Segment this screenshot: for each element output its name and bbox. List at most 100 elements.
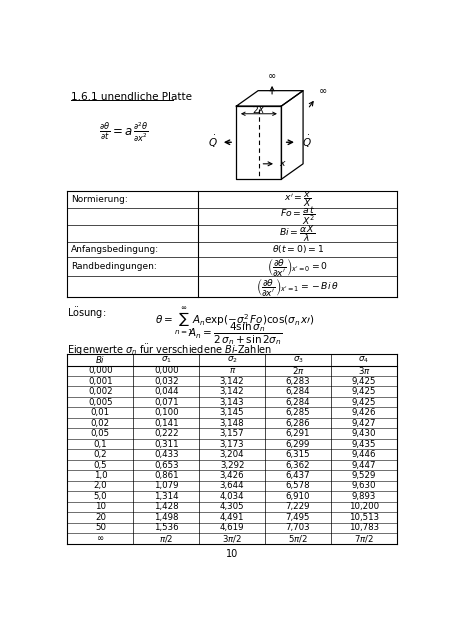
Text: 6,284: 6,284 bbox=[286, 397, 310, 406]
Text: 0,032: 0,032 bbox=[154, 377, 178, 386]
Text: 0,000: 0,000 bbox=[88, 366, 113, 375]
Text: 9,529: 9,529 bbox=[352, 471, 376, 480]
Text: 1,498: 1,498 bbox=[154, 513, 178, 522]
Text: 4,619: 4,619 bbox=[220, 524, 245, 532]
Text: 0,861: 0,861 bbox=[154, 471, 178, 480]
Text: $3\pi$: $3\pi$ bbox=[357, 365, 370, 376]
Text: $5\pi/2$: $5\pi/2$ bbox=[288, 533, 308, 544]
Text: 4,491: 4,491 bbox=[220, 513, 245, 522]
Text: 0,5: 0,5 bbox=[94, 461, 107, 470]
Text: 9,425: 9,425 bbox=[352, 377, 376, 386]
Text: 9,447: 9,447 bbox=[352, 461, 376, 470]
Text: 9,425: 9,425 bbox=[352, 397, 376, 406]
Text: 6,578: 6,578 bbox=[286, 481, 310, 490]
Text: 0,1: 0,1 bbox=[94, 440, 107, 449]
Text: 3,142: 3,142 bbox=[220, 377, 245, 386]
Text: 6,286: 6,286 bbox=[286, 419, 310, 428]
Text: 0,222: 0,222 bbox=[154, 429, 178, 438]
Text: 50: 50 bbox=[95, 524, 106, 532]
Text: 6,437: 6,437 bbox=[286, 471, 310, 480]
Text: 3,145: 3,145 bbox=[220, 408, 245, 417]
Text: 6,315: 6,315 bbox=[286, 450, 310, 459]
Text: 6,284: 6,284 bbox=[286, 387, 310, 396]
Text: 3,157: 3,157 bbox=[220, 429, 245, 438]
Text: Eigenwerte $\sigma_n$ f$\ddot{\rm u}$r verschiedene $Bi$-Zahlen: Eigenwerte $\sigma_n$ f$\ddot{\rm u}$r v… bbox=[67, 343, 273, 358]
Text: 3,142: 3,142 bbox=[220, 387, 245, 396]
Text: 9,426: 9,426 bbox=[352, 408, 376, 417]
Text: 4,034: 4,034 bbox=[220, 492, 245, 501]
Text: $\dot{Q}$: $\dot{Q}$ bbox=[208, 134, 218, 150]
Text: 6,285: 6,285 bbox=[286, 408, 310, 417]
Text: 20: 20 bbox=[95, 513, 106, 522]
Text: 3,292: 3,292 bbox=[220, 461, 245, 470]
Text: 0,433: 0,433 bbox=[154, 450, 178, 459]
Text: 7,495: 7,495 bbox=[286, 513, 310, 522]
Text: 9,435: 9,435 bbox=[352, 440, 376, 449]
Text: 0,02: 0,02 bbox=[91, 419, 110, 428]
Text: $Bi = \dfrac{\alpha\,X}{\lambda}$: $Bi = \dfrac{\alpha\,X}{\lambda}$ bbox=[280, 223, 316, 244]
Text: 1,079: 1,079 bbox=[154, 481, 178, 490]
Text: 6,283: 6,283 bbox=[286, 377, 310, 386]
Text: Anfangsbedingung:: Anfangsbedingung: bbox=[72, 244, 159, 254]
Text: $\frac{\partial\theta}{\partial t} = a\,\frac{\partial^2\theta}{\partial x^2}$: $\frac{\partial\theta}{\partial t} = a\,… bbox=[99, 120, 149, 144]
Text: 0,100: 0,100 bbox=[154, 408, 178, 417]
Text: 10,513: 10,513 bbox=[349, 513, 379, 522]
Text: $\left(\dfrac{\partial\theta}{\partial x'}\right)_{x'=1} = -Bi\,\theta$: $\left(\dfrac{\partial\theta}{\partial x… bbox=[256, 276, 339, 298]
Text: 7,229: 7,229 bbox=[286, 502, 310, 511]
Text: 0,071: 0,071 bbox=[154, 397, 178, 406]
Text: $\pi$: $\pi$ bbox=[228, 366, 236, 375]
Text: L$\ddot{\rm o}$sung:: L$\ddot{\rm o}$sung: bbox=[67, 307, 106, 321]
Text: 0,002: 0,002 bbox=[88, 387, 113, 396]
Text: $Bi$: $Bi$ bbox=[95, 355, 106, 365]
Text: $\sigma_1$: $\sigma_1$ bbox=[161, 355, 172, 365]
Text: $\theta(t = 0) = 1$: $\theta(t = 0) = 1$ bbox=[272, 243, 324, 255]
Text: 0,05: 0,05 bbox=[91, 429, 110, 438]
Text: 1,314: 1,314 bbox=[154, 492, 178, 501]
Text: $\infty$: $\infty$ bbox=[96, 534, 105, 543]
Text: $\infty$: $\infty$ bbox=[318, 85, 327, 95]
Text: 3,426: 3,426 bbox=[220, 471, 245, 480]
Text: $\dot{Q}$: $\dot{Q}$ bbox=[302, 134, 312, 150]
Text: $2X$: $2X$ bbox=[252, 104, 266, 115]
Text: 1,536: 1,536 bbox=[154, 524, 178, 532]
Text: $\left(\dfrac{\partial\theta}{\partial x'}\right)_{x'=0} = 0$: $\left(\dfrac{\partial\theta}{\partial x… bbox=[267, 255, 328, 278]
Text: 9,893: 9,893 bbox=[352, 492, 376, 501]
Text: 9,427: 9,427 bbox=[352, 419, 376, 428]
Text: $x' = \dfrac{x}{X}$: $x' = \dfrac{x}{X}$ bbox=[284, 190, 312, 209]
Text: 3,204: 3,204 bbox=[220, 450, 245, 459]
Text: 0,044: 0,044 bbox=[154, 387, 178, 396]
Text: 0,001: 0,001 bbox=[88, 377, 113, 386]
Text: $A_n = \dfrac{4\sin\sigma_n}{2\,\sigma_n + \sin 2\sigma_n}$: $A_n = \dfrac{4\sin\sigma_n}{2\,\sigma_n… bbox=[188, 320, 282, 347]
Text: 1.6.1 unendliche Platte: 1.6.1 unendliche Platte bbox=[71, 92, 192, 102]
Text: 0,01: 0,01 bbox=[91, 408, 110, 417]
Text: $\sigma_4$: $\sigma_4$ bbox=[358, 355, 369, 365]
Text: $3\pi/2$: $3\pi/2$ bbox=[222, 533, 242, 544]
Text: $2\pi$: $2\pi$ bbox=[292, 365, 304, 376]
Text: 10: 10 bbox=[226, 549, 238, 559]
Text: $\sigma_3$: $\sigma_3$ bbox=[293, 355, 304, 365]
Text: 0,2: 0,2 bbox=[94, 450, 107, 459]
Text: 0,653: 0,653 bbox=[154, 461, 178, 470]
Text: 0,000: 0,000 bbox=[154, 366, 178, 375]
Text: $7\pi/2$: $7\pi/2$ bbox=[354, 533, 374, 544]
Text: 4,305: 4,305 bbox=[220, 502, 245, 511]
Text: 0,141: 0,141 bbox=[154, 419, 178, 428]
Text: 3,143: 3,143 bbox=[220, 397, 245, 406]
Text: 0,005: 0,005 bbox=[88, 397, 113, 406]
Text: $\infty$: $\infty$ bbox=[267, 70, 277, 80]
Text: 7,703: 7,703 bbox=[286, 524, 310, 532]
Text: 10: 10 bbox=[95, 502, 106, 511]
Text: Normierung:: Normierung: bbox=[72, 195, 128, 204]
Text: 3,173: 3,173 bbox=[220, 440, 245, 449]
Text: $\pi/2$: $\pi/2$ bbox=[159, 533, 173, 544]
Text: 3,148: 3,148 bbox=[220, 419, 245, 428]
Text: $Fo = \dfrac{a\,t}{X^2}$: $Fo = \dfrac{a\,t}{X^2}$ bbox=[280, 205, 316, 227]
Text: 5,0: 5,0 bbox=[94, 492, 107, 501]
Text: 3,644: 3,644 bbox=[220, 481, 245, 490]
Text: 9,446: 9,446 bbox=[352, 450, 376, 459]
Text: $x$: $x$ bbox=[279, 159, 287, 168]
Text: 10,200: 10,200 bbox=[349, 502, 379, 511]
Text: 1,0: 1,0 bbox=[94, 471, 107, 480]
Text: 6,291: 6,291 bbox=[286, 429, 310, 438]
Text: 0,311: 0,311 bbox=[154, 440, 178, 449]
